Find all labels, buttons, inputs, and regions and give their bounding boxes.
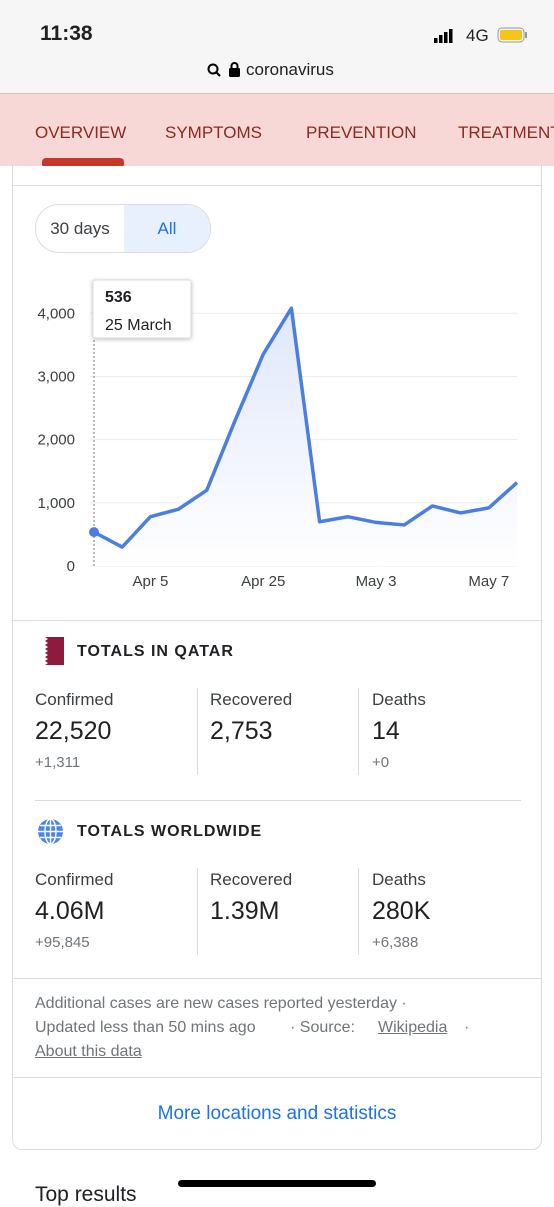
url-icons [207, 62, 240, 77]
column-divider [358, 868, 359, 955]
chart: 0 1,000 2,000 3,000 4,000 Apr 5 Apr 25 May 3 May… [37, 279, 519, 590]
tab[interactable]: OVERVIEW [35, 123, 127, 142]
x-tick-label: Apr 5 [132, 573, 168, 590]
stat-value: 22,520 [35, 717, 112, 745]
y-tick-label: 1,000 [37, 495, 75, 512]
tab-bar: OVERVIEW SYMPTOMS PREVENTION TREATMENTS [0, 93, 554, 166]
divider [12, 1077, 542, 1078]
url[interactable]: coronavirus [246, 60, 334, 79]
tab[interactable]: PREVENTION [306, 123, 417, 142]
status-area [0, 0, 554, 93]
stat-change: +0 [372, 754, 390, 771]
toggle-option[interactable]: All [124, 205, 210, 252]
point [89, 527, 99, 538]
home-indicator [178, 1180, 376, 1187]
x-tick-label: May 3 [356, 573, 397, 590]
network: 4G [466, 26, 489, 45]
divider [35, 800, 521, 801]
stat-value: 4.06M [35, 897, 105, 925]
stat-value: 14 [372, 717, 400, 745]
stat-change: +6,388 [372, 934, 419, 951]
footnote: · Source: [290, 1019, 355, 1036]
y-tick-label: 4,000 [37, 305, 75, 322]
stat-label: Deaths [372, 870, 426, 889]
status-icons [434, 27, 527, 43]
y-tick-label: 3,000 [37, 368, 75, 385]
tab[interactable]: SYMPTOMS [165, 123, 262, 142]
section-title: TOTALS IN QATAR [77, 643, 234, 660]
tab-indicator [42, 158, 124, 166]
area [94, 308, 517, 566]
column-divider [197, 688, 198, 775]
tab[interactable]: TREATMENTS [458, 123, 554, 142]
stat-label: Confirmed [35, 870, 114, 889]
stat-label: Confirmed [35, 690, 114, 709]
globe-icon [38, 818, 63, 845]
about-link[interactable]: About this data [35, 1043, 142, 1060]
next-heading: Top results [35, 1183, 137, 1206]
stat-label: Recovered [210, 690, 293, 709]
section-title: TOTALS WORLDWIDE [77, 823, 263, 840]
y-tick-label: 0 [67, 558, 75, 575]
stat-label: Deaths [372, 690, 426, 709]
stat-change: +95,845 [35, 934, 90, 951]
tooltip-value: 536 [105, 289, 132, 306]
more-link[interactable]: More locations and statistics [157, 1103, 397, 1124]
footnote: Additional cases are new cases reported … [35, 995, 407, 1012]
tooltip-date: 25 March [105, 317, 172, 334]
card [12, 165, 542, 1150]
stat-value: 2,753 [210, 717, 273, 745]
x-tick-label: Apr 25 [241, 573, 285, 590]
divider [12, 978, 542, 979]
column-divider [197, 868, 198, 955]
toggle-option[interactable]: 30 days [50, 219, 110, 238]
stat-value: 1.39M [210, 897, 280, 925]
clock: 11:38 [40, 22, 93, 45]
column-divider [358, 688, 359, 775]
line [93, 306, 519, 549]
footnote-dot: · [464, 1019, 470, 1036]
x-tick-label: May 7 [468, 573, 509, 590]
toggle: 30 days All [35, 204, 211, 253]
tooltip [92, 279, 192, 339]
footnote: Updated less than 50 mins ago [35, 1019, 256, 1036]
divider [12, 185, 542, 186]
stat-change: +1,311 [35, 754, 81, 771]
stat-value: 280K [372, 897, 431, 925]
y-tick-label: 2,000 [37, 432, 75, 449]
divider [12, 620, 542, 621]
source-link[interactable]: Wikipedia [378, 1019, 448, 1036]
stat-label: Recovered [210, 870, 293, 889]
flag-icon [37, 637, 64, 665]
